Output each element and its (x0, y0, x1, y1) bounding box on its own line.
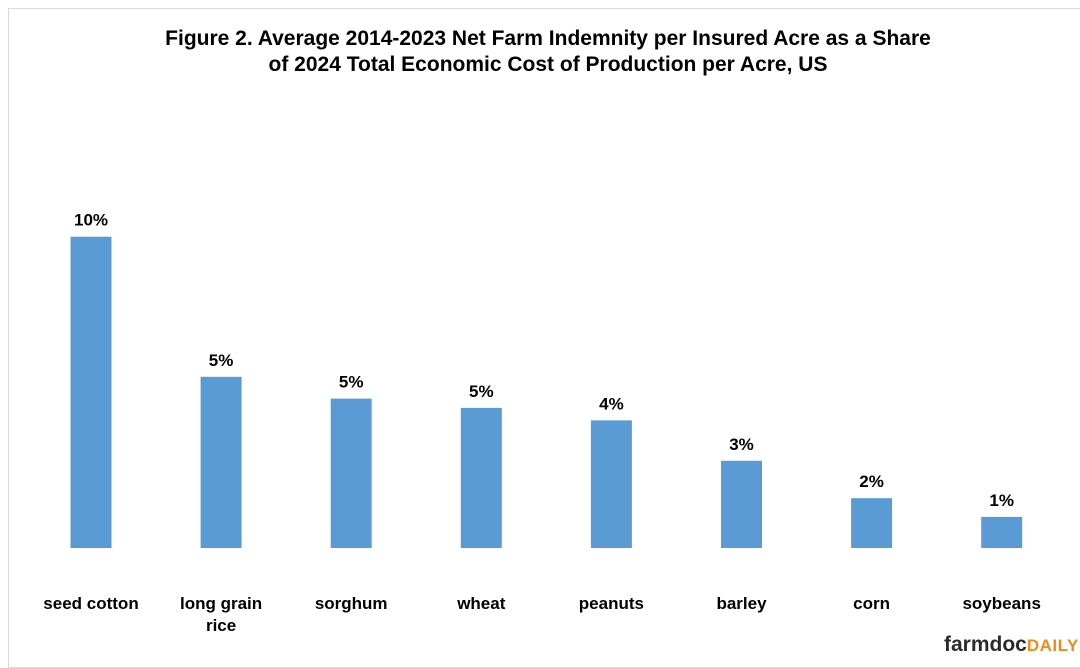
farmdoc-daily-logo: farmdocDAILY (944, 632, 1079, 659)
category-label-4: peanuts (579, 594, 644, 613)
data-label-6: 2% (859, 472, 884, 491)
bar-0 (70, 236, 112, 548)
bar-6 (851, 498, 893, 548)
logo-main-text: farmdoc (944, 633, 1027, 656)
category-label-2: sorghum (315, 594, 388, 613)
category-label-5: barley (716, 594, 767, 613)
category-label-3: wheat (456, 594, 506, 613)
bar-7 (981, 516, 1023, 548)
data-label-2: 5% (339, 373, 364, 392)
chart-title-line-1: Figure 2. Average 2014-2023 Net Farm Ind… (165, 27, 931, 50)
bar-2 (330, 398, 372, 548)
chart-title: Figure 2. Average 2014-2023 Net Farm Ind… (0, 26, 1080, 78)
bar-5 (721, 460, 762, 548)
category-label-0: seed cotton (43, 594, 138, 613)
chart-title-line-2: of 2024 Total Economic Cost of Productio… (268, 53, 828, 76)
data-label-5: 3% (729, 435, 754, 454)
data-label-4: 4% (599, 394, 624, 413)
bar-3 (460, 407, 502, 548)
category-label-7: soybeans (962, 594, 1040, 613)
logo-accent-text: DAILY (1026, 636, 1079, 655)
category-label-1: long grain rice (180, 594, 262, 635)
data-label-7: 1% (989, 491, 1014, 510)
data-label-0: 10% (74, 211, 108, 230)
data-label-1: 5% (209, 351, 234, 370)
data-label-3: 5% (469, 382, 494, 401)
category-label-6: corn (853, 594, 890, 613)
bar-1 (200, 376, 242, 548)
bar-4 (590, 420, 632, 548)
